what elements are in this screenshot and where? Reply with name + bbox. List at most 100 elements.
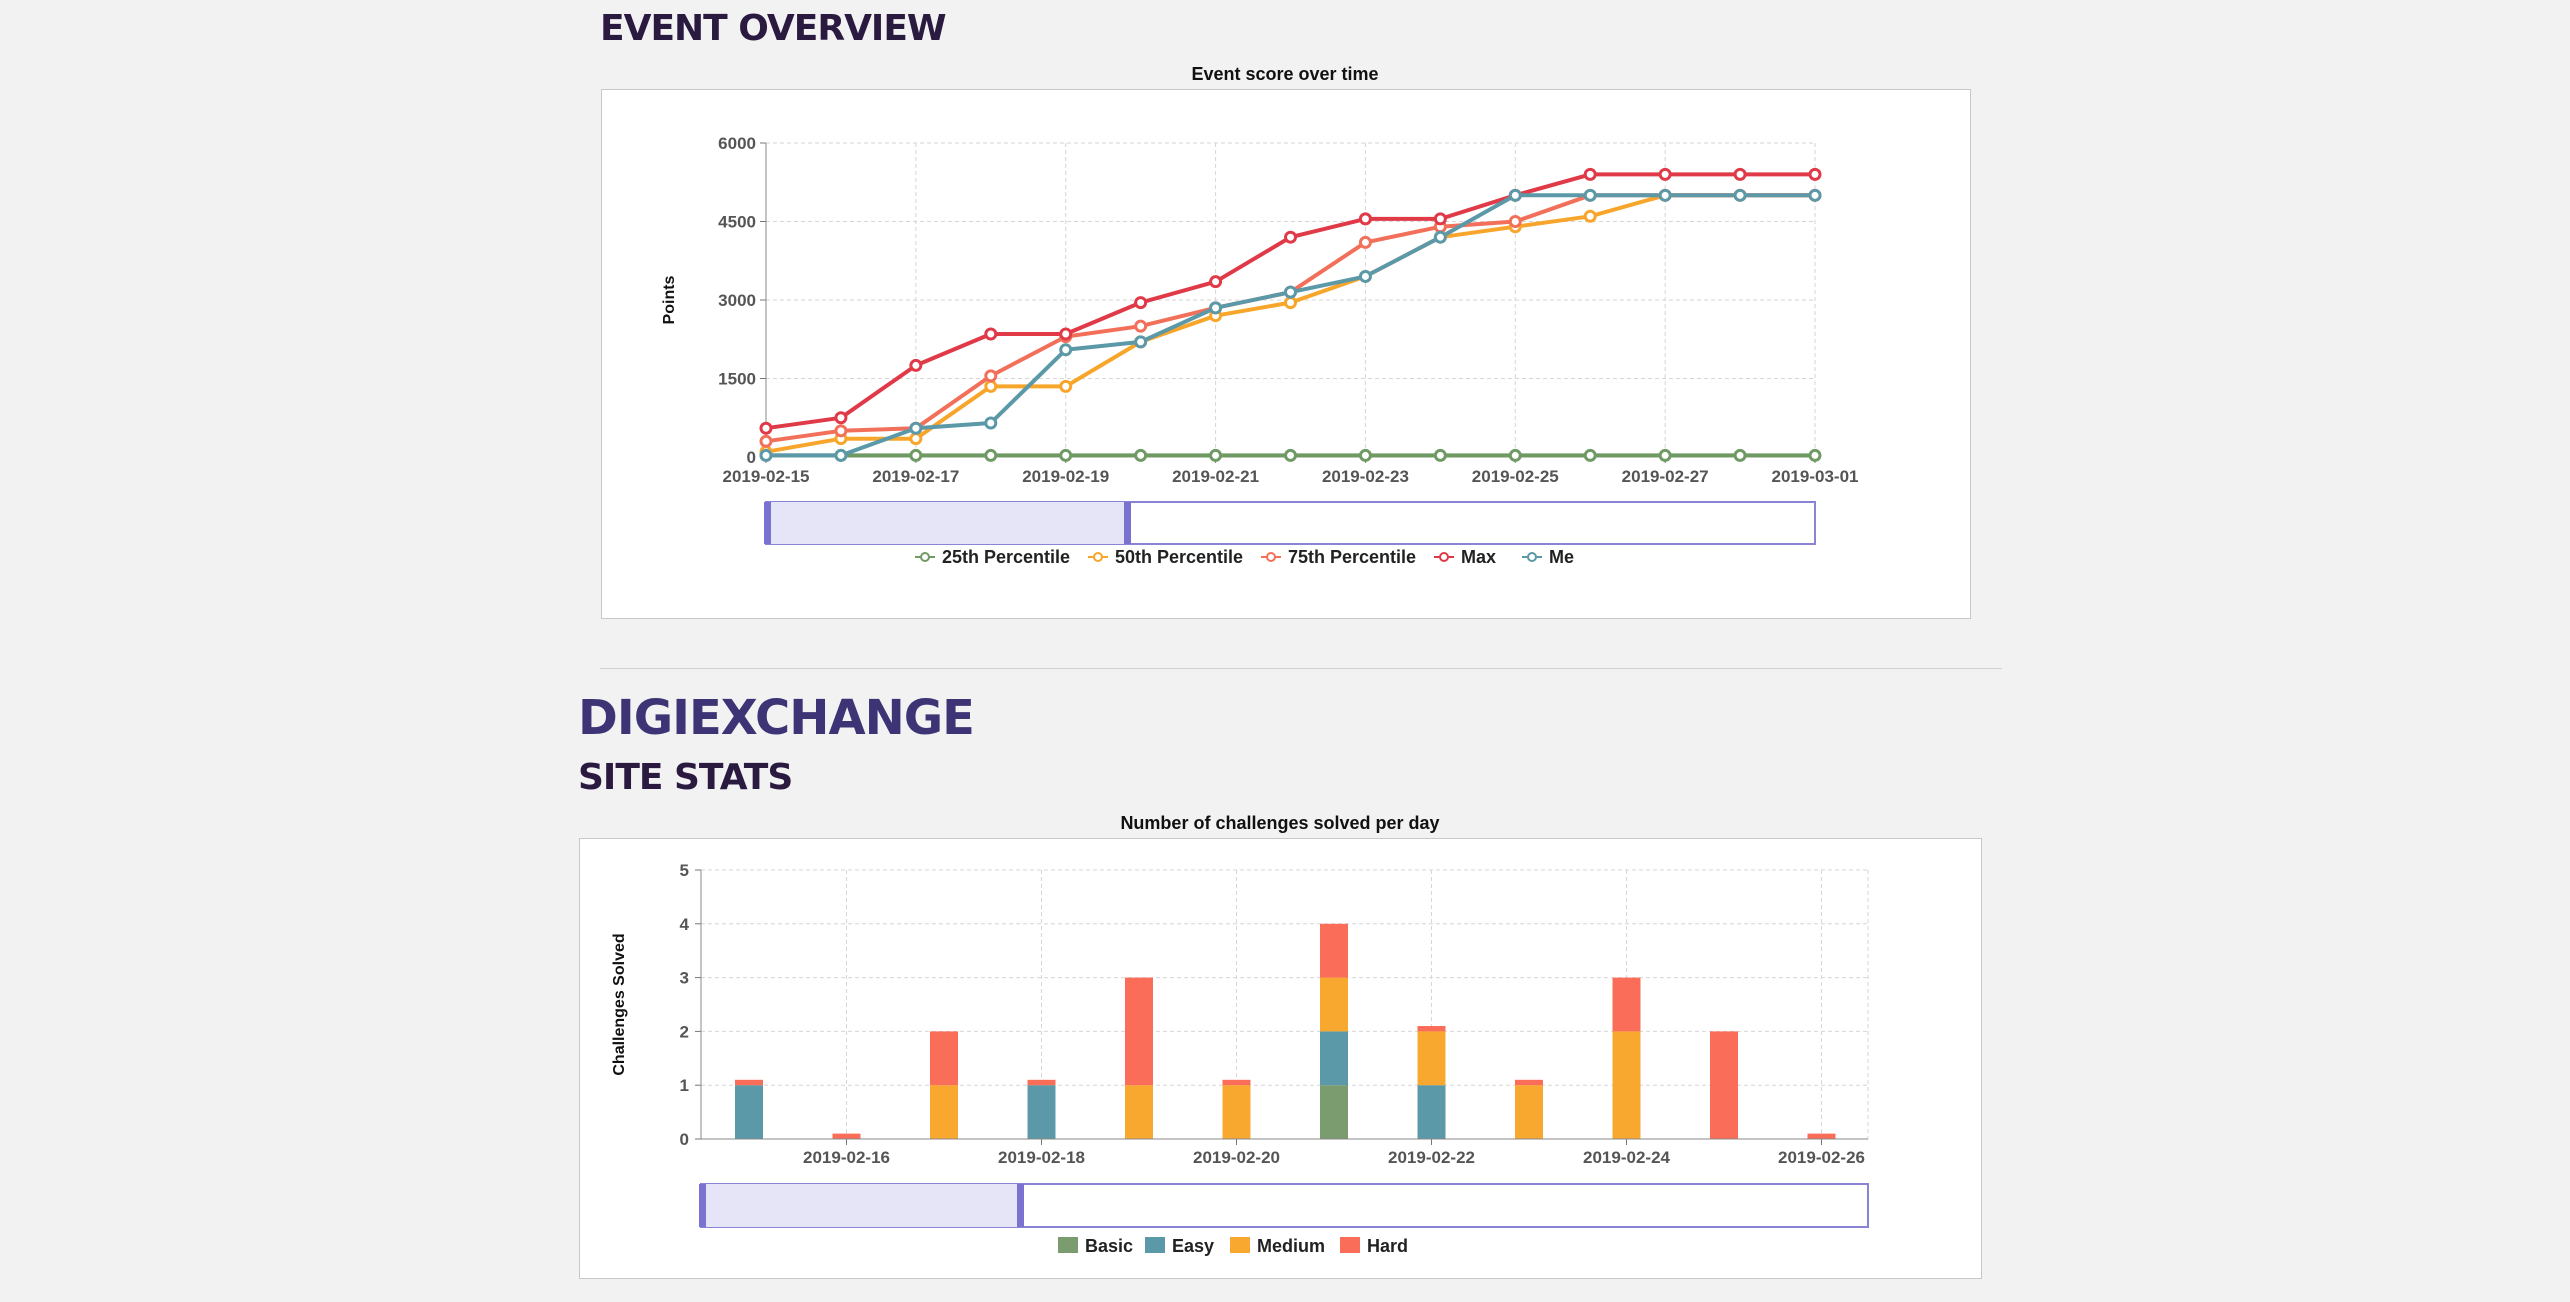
bar-hard[interactable]: [1710, 1031, 1738, 1139]
event-score-chart-title: Event score over time: [1191, 64, 1379, 84]
data-point-25th-percentile: [1508, 448, 1522, 462]
data-point-max: [1134, 296, 1148, 310]
y-tick-label: 4500: [718, 213, 756, 232]
legend-swatch-easy[interactable]: [1145, 1237, 1165, 1253]
x-tick-label: 2019-02-15: [723, 467, 810, 486]
data-point-25th-percentile: [984, 448, 998, 462]
x-tick-label: 2019-02-16: [803, 1148, 890, 1167]
data-point-max: [834, 411, 848, 425]
section-divider: [600, 668, 2002, 669]
challenges-chart-title: Number of challenges solved per day: [1120, 813, 1440, 833]
bar-hard[interactable]: [735, 1079, 763, 1086]
legend-label-25th-percentile[interactable]: 25th Percentile: [942, 547, 1070, 567]
bar-easy[interactable]: [1417, 1085, 1446, 1139]
data-point-me: [1284, 285, 1297, 299]
brush-handle-right[interactable]: [1017, 1184, 1024, 1227]
bar-easy[interactable]: [735, 1085, 763, 1139]
challenges-chart-panel: 0 1 2 3 4 5 2019-02-16 2019-02-18 2019-02-20 2019…: [579, 838, 1982, 1279]
legend-label-hard[interactable]: Hard: [1367, 1236, 1408, 1256]
data-point-25th-percentile: [1358, 448, 1372, 462]
x-tick-label: 2019-02-21: [1172, 467, 1259, 486]
x-tick-label: 2019-02-26: [1778, 1148, 1865, 1167]
y-axis-title: Points: [661, 275, 678, 324]
data-point-max: [1733, 167, 1747, 181]
data-point-75th-percentile: [1134, 319, 1148, 333]
y-axis-title: Challenges Solved: [611, 933, 628, 1075]
data-point-75th-percentile: [1358, 235, 1372, 249]
data-point-25th-percentile: [909, 448, 923, 462]
bar-hard[interactable]: [1222, 1079, 1251, 1086]
data-point-me: [1583, 188, 1597, 202]
data-point-me: [1059, 343, 1073, 357]
bar-hard[interactable]: [1125, 977, 1153, 1086]
legend-marker-75th-percentile[interactable]: [1266, 552, 1276, 562]
brush-selection[interactable]: [766, 502, 1128, 544]
bar-medium[interactable]: [1320, 977, 1348, 1032]
legend-swatch-hard[interactable]: [1340, 1237, 1360, 1253]
x-tick-label: 2019-03-01: [1772, 467, 1859, 486]
legend-marker-max[interactable]: [1439, 552, 1449, 562]
legend-swatch-basic[interactable]: [1058, 1237, 1078, 1253]
data-point-me: [834, 448, 848, 462]
bar-hard[interactable]: [1417, 1026, 1446, 1032]
legend-label-easy[interactable]: Easy: [1172, 1236, 1214, 1256]
bar-hard[interactable]: [1515, 1079, 1543, 1086]
y-tick-label: 5: [680, 861, 689, 880]
y-tick-label: 2: [680, 1022, 689, 1041]
data-point-me: [1508, 188, 1522, 202]
bar-medium[interactable]: [1222, 1085, 1251, 1139]
data-point-50th-percentile: [1583, 209, 1597, 223]
data-point-75th-percentile: [834, 424, 848, 438]
data-point-50th-percentile: [909, 432, 923, 446]
bar-basic[interactable]: [1320, 1085, 1348, 1139]
time-range-brush[interactable]: [764, 501, 1816, 545]
site-stats-heading: SITE STATS: [578, 757, 793, 798]
y-tick-label: 0: [680, 1130, 689, 1149]
legend-label-medium[interactable]: Medium: [1257, 1236, 1325, 1256]
brush-handle-left[interactable]: [699, 1184, 706, 1227]
date-range-brush[interactable]: [699, 1183, 1869, 1228]
legend-label-basic[interactable]: Basic: [1085, 1236, 1133, 1256]
digiexchange-heading: DIGIEXCHANGE: [578, 690, 975, 746]
bar-medium[interactable]: [1417, 1031, 1446, 1086]
data-point-max: [909, 358, 923, 372]
legend-swatch-medium[interactable]: [1230, 1237, 1250, 1253]
data-point-me: [1808, 188, 1822, 202]
data-point-max: [984, 327, 998, 341]
data-point-25th-percentile: [1808, 448, 1822, 462]
x-tick-label: 2019-02-20: [1193, 1148, 1280, 1167]
bar-easy[interactable]: [1320, 1031, 1348, 1086]
legend-marker-me[interactable]: [1527, 552, 1537, 562]
brush-handle-left[interactable]: [764, 502, 771, 544]
bar-hard[interactable]: [832, 1133, 861, 1139]
bar-hard[interactable]: [1612, 977, 1641, 1032]
y-tick-label: 3: [680, 969, 689, 988]
data-point-me: [1134, 335, 1148, 349]
bar-hard[interactable]: [1320, 923, 1348, 978]
legend-label-75th-percentile[interactable]: 75th Percentile: [1288, 547, 1416, 567]
data-point-max: [1358, 212, 1372, 226]
y-tick-label: 0: [747, 448, 756, 467]
bar-medium[interactable]: [1612, 1031, 1641, 1139]
data-point-25th-percentile: [1733, 448, 1747, 462]
data-point-me: [1358, 269, 1372, 283]
legend-label-50th-percentile[interactable]: 50th Percentile: [1115, 547, 1243, 567]
legend-label-max[interactable]: Max: [1461, 547, 1496, 567]
x-tick-label: 2019-02-25: [1472, 467, 1559, 486]
bar-easy[interactable]: [1027, 1085, 1056, 1139]
bar-medium[interactable]: [1125, 1085, 1153, 1139]
legend-marker-25th-percentile[interactable]: [920, 552, 930, 562]
x-tick-label: 2019-02-24: [1583, 1148, 1671, 1167]
x-tick-label: 2019-02-18: [998, 1148, 1085, 1167]
legend-marker-50th-percentile[interactable]: [1093, 552, 1103, 562]
data-point-max: [1433, 212, 1447, 226]
y-tick-label: 1500: [718, 370, 756, 389]
bar-hard[interactable]: [930, 1031, 958, 1086]
legend-label-me[interactable]: Me: [1549, 547, 1574, 567]
brush-handle-right[interactable]: [1124, 502, 1131, 544]
bar-hard[interactable]: [1807, 1133, 1836, 1139]
bar-medium[interactable]: [1515, 1085, 1543, 1139]
bar-hard[interactable]: [1027, 1079, 1056, 1086]
bar-medium[interactable]: [930, 1085, 958, 1139]
brush-selection[interactable]: [701, 1184, 1021, 1227]
